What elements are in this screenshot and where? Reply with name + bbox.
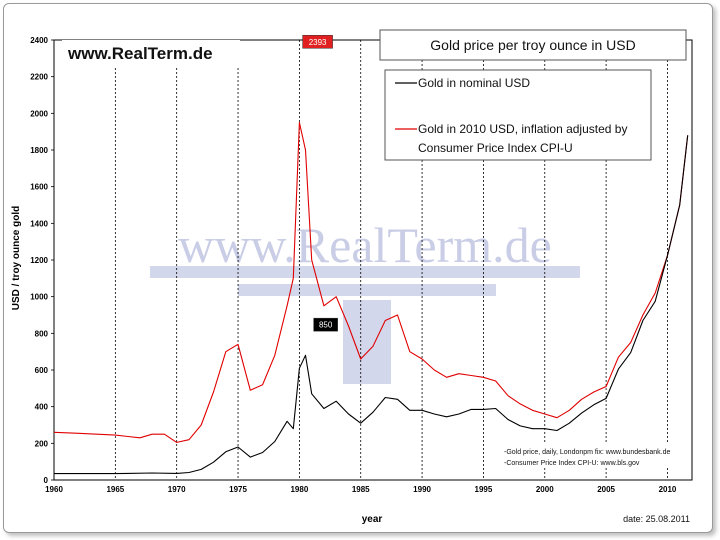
series-lines	[53, 121, 689, 475]
y-tick-label: 600	[35, 366, 49, 375]
y-tick-label: 1800	[30, 146, 48, 155]
legend-label-real-line1: Gold in 2010 USD, inflation adjusted by	[418, 122, 627, 136]
y-tick-label: 2000	[30, 109, 48, 118]
annotation-box	[302, 35, 333, 49]
series-nominal-line	[54, 135, 689, 475]
annotation-label: 850	[319, 321, 333, 330]
x-tick-label: 1985	[352, 485, 370, 494]
chart-title: Gold price per troy ounce in USD	[430, 37, 635, 53]
watermark-text: www.RealTerm.de	[178, 217, 552, 273]
legend-label-nominal: Gold in nominal USD	[418, 76, 530, 90]
watermark-stem	[343, 300, 391, 384]
y-tick-label: 200	[35, 439, 49, 448]
x-tick-label: 1960	[45, 485, 63, 494]
y-tick-label: 800	[35, 329, 49, 338]
y-tick-label: 400	[35, 403, 49, 412]
x-tick-label: 1970	[168, 485, 186, 494]
x-tick-label: 2005	[597, 485, 615, 494]
y-tick-label: 1600	[30, 183, 48, 192]
watermark: www.RealTerm.de	[150, 217, 580, 384]
sources-box	[500, 444, 688, 468]
watermark-bar	[238, 284, 496, 296]
y-axis-title: USD / troy ounce gold	[11, 206, 22, 310]
y-tick-label: 2400	[30, 36, 48, 45]
site-label-box	[62, 40, 240, 66]
y-tick-label: 2200	[30, 73, 48, 82]
legend-label-real: Gold in 2010 USD, inflation adjusted by …	[418, 122, 631, 155]
legend	[384, 69, 652, 161]
legend-label-real-line2: Consumer Price Index CPI-U	[418, 141, 573, 155]
annotations: 2393 850	[302, 35, 338, 332]
annotation-label: 2393	[309, 38, 327, 47]
y-tick-label: 0	[44, 476, 49, 485]
x-axis-title: year	[362, 514, 383, 525]
y-tick-label: 1000	[30, 293, 48, 302]
y-tick-label: 1400	[30, 219, 48, 228]
y-tick-label: 1200	[30, 256, 48, 265]
y-axis: 0 200 400 600 800 1000 1200 1400 1600 1800 2000 220…	[30, 36, 54, 485]
x-axis: 1960 1965 1970 1975 1980 1985 1990 1995 2000 2005…	[45, 485, 677, 494]
x-tick-label: 2010	[659, 485, 677, 494]
x-tick-label: 2000	[536, 485, 554, 494]
x-tick-label: 1980	[290, 485, 308, 494]
x-tick-label: 1965	[106, 485, 124, 494]
source-cpi: -Consumer Price Index CPI-U: www.bls.gov	[504, 460, 640, 467]
title-box	[379, 29, 687, 61]
x-tick-label: 1975	[229, 485, 247, 494]
x-tick-label: 1990	[413, 485, 431, 494]
x-tick-label: 1995	[475, 485, 493, 494]
series-real-line	[53, 121, 689, 443]
source-gold: -Gold price, daily, Londonpm fix: www.bu…	[504, 449, 671, 456]
watermark-bar	[150, 266, 580, 278]
site-label: www.RealTerm.de	[67, 44, 213, 63]
annotation-box	[313, 317, 338, 332]
date-label: date: 25.08.2011	[623, 514, 690, 524]
